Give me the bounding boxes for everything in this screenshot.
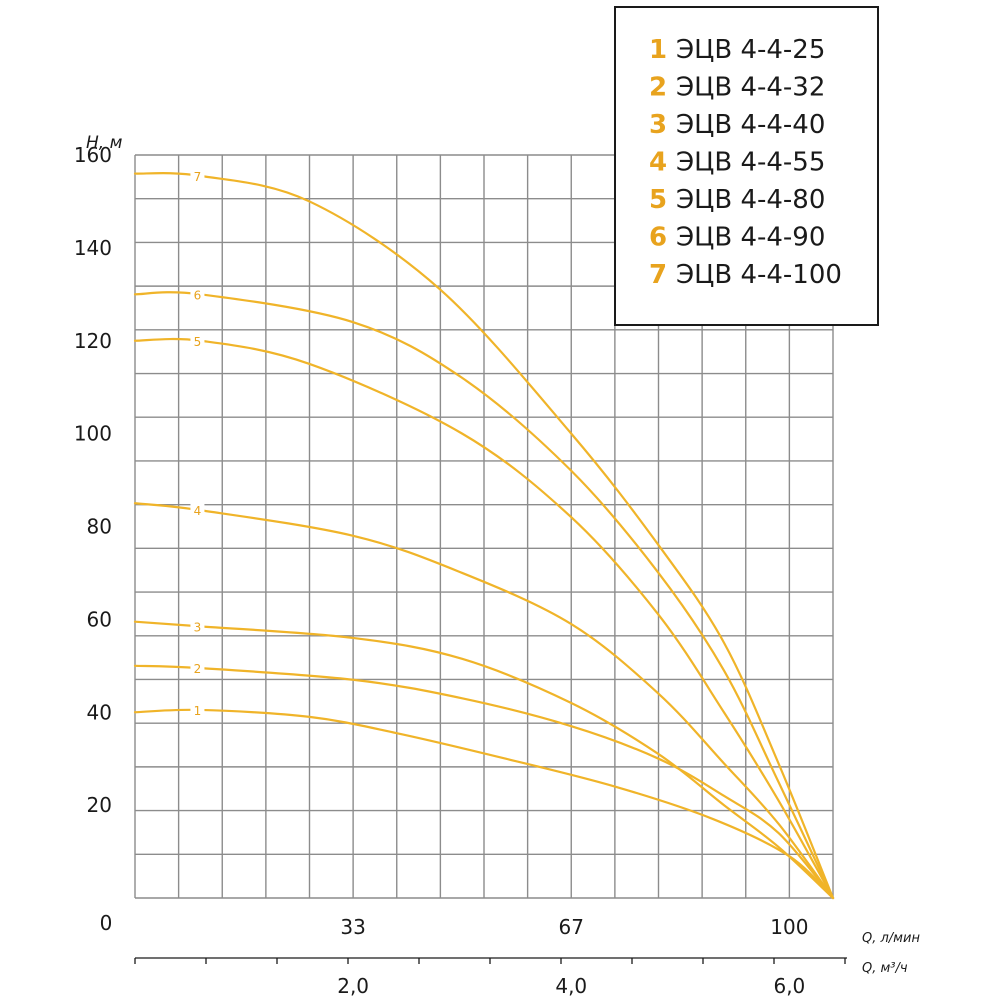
y-tick-label: 160 bbox=[74, 143, 112, 167]
legend-item-number: 2 bbox=[649, 73, 667, 103]
origin-label: 0 bbox=[100, 911, 113, 935]
legend-item-label: ЭЦВ 4-4-55 bbox=[676, 148, 825, 178]
legend-item-label: ЭЦВ 4-4-32 bbox=[676, 73, 825, 103]
series-inline-label: 4 bbox=[194, 504, 202, 518]
y-tick-label: 80 bbox=[87, 515, 112, 539]
legend-item-label: ЭЦВ 4-4-90 bbox=[676, 223, 825, 253]
series-label-bg bbox=[190, 702, 205, 718]
series-line-4 bbox=[133, 502, 835, 900]
x-primary-tick-label: 33 bbox=[340, 915, 365, 939]
legend-item-number: 5 bbox=[649, 185, 667, 215]
series-inline-label: 6 bbox=[194, 288, 202, 302]
series-line-6 bbox=[133, 291, 835, 900]
series-line-1 bbox=[133, 708, 835, 900]
series-line-5 bbox=[133, 337, 835, 900]
y-tick-label: 40 bbox=[87, 700, 112, 724]
legend-box bbox=[614, 6, 879, 326]
curve-layer: 1 2 3 4 5 6 7 bbox=[133, 168, 835, 900]
legend-item-number: 4 bbox=[649, 148, 667, 178]
series-inline-label: 2 bbox=[194, 662, 202, 676]
legend: 1 ЭЦВ 4-4-25 2 ЭЦВ 4-4-32 3 ЭЦВ 4-4-40 4 ЭЦВ 4-… bbox=[614, 6, 879, 326]
x-secondary-tick-label: 2,0 bbox=[337, 974, 369, 998]
legend-item-label: ЭЦВ 4-4-25 bbox=[676, 35, 825, 65]
legend-item-label: ЭЦВ 4-4-80 bbox=[676, 185, 825, 215]
series-inline-label: 7 bbox=[194, 170, 202, 184]
y-tick-label: 140 bbox=[74, 236, 112, 260]
series-label-bg bbox=[190, 619, 205, 635]
y-axis-label: H, м bbox=[86, 133, 123, 153]
series-inline-label: 3 bbox=[194, 620, 202, 634]
x-primary-tick-label: 100 bbox=[770, 915, 808, 939]
series-label-bg bbox=[190, 333, 205, 349]
legend-item-number: 6 bbox=[649, 223, 667, 253]
y-tick-label: 60 bbox=[87, 607, 112, 631]
series-line-3 bbox=[133, 620, 835, 900]
x-primary-tick-label: 67 bbox=[559, 915, 584, 939]
legend-item-number: 7 bbox=[649, 260, 667, 290]
series-label-bg bbox=[190, 168, 205, 184]
series-label-bg bbox=[190, 287, 205, 303]
legend-item-number: 1 bbox=[649, 35, 667, 65]
y-tick-label: 100 bbox=[74, 422, 112, 446]
legend-item-number: 3 bbox=[649, 110, 667, 140]
legend-item-label: ЭЦВ 4-4-100 bbox=[676, 260, 842, 290]
series-inline-label: 1 bbox=[194, 704, 202, 718]
legend-item-label: ЭЦВ 4-4-40 bbox=[676, 110, 825, 140]
y-tick-label: 120 bbox=[74, 329, 112, 353]
series-line-7 bbox=[133, 172, 835, 900]
x-secondary-tick-label: 4,0 bbox=[555, 974, 587, 998]
x-primary-axis-label: Q, л/мин bbox=[862, 931, 920, 946]
x-secondary-tick-label: 6,0 bbox=[773, 974, 805, 998]
series-label-bg bbox=[190, 503, 205, 519]
series-line-2 bbox=[133, 664, 835, 900]
series-inline-label: 5 bbox=[194, 335, 202, 349]
series-label-bg bbox=[190, 661, 205, 677]
y-tick-label: 20 bbox=[87, 793, 112, 817]
x-secondary-axis-label: Q, м³/ч bbox=[862, 961, 908, 976]
